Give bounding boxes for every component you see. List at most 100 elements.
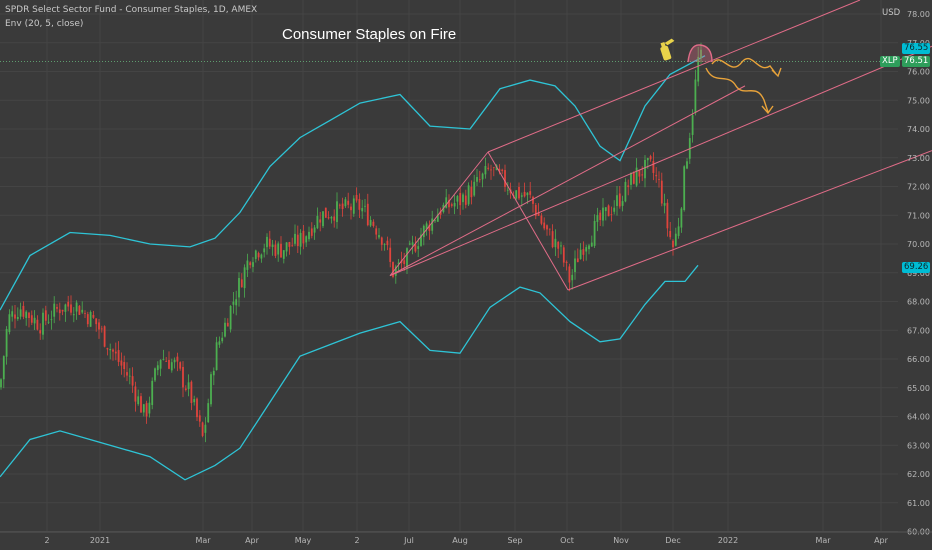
candle-body: [478, 179, 481, 181]
candle-body: [641, 174, 644, 176]
time-tick-label: 2022: [718, 536, 738, 545]
candle-body: [467, 185, 470, 205]
candle-body: [551, 231, 554, 248]
time-tick-label: Mar: [195, 536, 211, 545]
indicator-legend[interactable]: Env (20, 5, close): [5, 19, 84, 29]
fire-extinguisher-icon: [660, 38, 675, 61]
chart-grid: [0, 61, 898, 62]
candle-body: [64, 304, 67, 312]
candle-body: [582, 249, 585, 255]
candle-body: [492, 167, 495, 169]
candle-body: [674, 233, 677, 246]
candle-body: [235, 299, 238, 306]
candle-body: [635, 167, 638, 186]
candle-body: [154, 368, 156, 381]
candle-body: [658, 179, 660, 180]
time-tick-label: Nov: [613, 536, 629, 545]
price-tick-label: 70.00: [907, 240, 930, 249]
candle-body: [322, 211, 324, 227]
candle-body: [655, 174, 658, 177]
candle-body: [700, 49, 702, 59]
candle-body: [487, 167, 490, 169]
candle-body: [436, 214, 439, 222]
candle-body: [92, 314, 95, 318]
candle-body: [260, 254, 263, 259]
candle-body: [28, 312, 30, 318]
candle-body: [532, 196, 534, 204]
candle-body: [490, 169, 492, 171]
candle-body: [585, 247, 588, 252]
price-tick-label: 72.00: [907, 183, 930, 192]
candle-body: [504, 170, 506, 187]
candle-body: [560, 245, 562, 247]
channel-base-line: [567, 150, 932, 291]
candle-body: [268, 238, 271, 247]
candle-body: [540, 215, 543, 224]
candle-body: [5, 329, 8, 357]
candle-body: [305, 236, 308, 243]
lower-envelope-line: [0, 264, 699, 481]
channel-lower-line: [389, 45, 932, 277]
channel-mid-line: [389, 85, 746, 277]
candle-body: [142, 404, 145, 413]
candle-body: [663, 203, 666, 206]
candle-body: [652, 161, 655, 173]
pivot-start-line: [389, 151, 489, 276]
time-tick-label: 2: [44, 536, 49, 545]
candle-body: [481, 173, 484, 180]
candle-body: [526, 192, 529, 196]
candle-body: [221, 337, 224, 342]
candle-body: [470, 186, 473, 198]
price-tick-label: 78.00: [907, 10, 930, 19]
candle-body: [414, 244, 417, 252]
candle-body: [604, 207, 607, 212]
upper-envelope-line: [0, 55, 706, 311]
candle-body: [81, 309, 84, 313]
candle-body: [25, 311, 28, 319]
candle-body: [240, 279, 243, 288]
candle-body: [324, 207, 327, 218]
candle-body: [646, 157, 649, 161]
chart-annotation-title[interactable]: Consumer Staples on Fire: [282, 26, 457, 43]
candle-body: [123, 362, 126, 370]
channel-upper-line: [487, 0, 861, 153]
candle-body: [660, 180, 663, 204]
candle-body: [36, 319, 39, 330]
time-tick-label: Aug: [452, 536, 468, 545]
candle-body: [484, 165, 487, 175]
candle-body: [515, 190, 518, 199]
candle-body: [350, 206, 352, 211]
candle-body: [226, 322, 229, 327]
candle-body: [257, 253, 260, 258]
candle-body: [285, 242, 288, 252]
time-tick-label: May: [295, 536, 312, 545]
candle-body: [193, 399, 196, 403]
candle-body: [333, 216, 336, 221]
candle-body: [518, 186, 520, 199]
candle-body: [669, 230, 672, 238]
candle-body: [630, 172, 632, 185]
candle-body: [294, 233, 296, 244]
candle-body: [254, 250, 257, 259]
extinguisher-nozzle: [664, 38, 675, 46]
time-tick-label: Oct: [560, 536, 574, 545]
candle-body: [590, 242, 593, 247]
candle-body: [232, 301, 235, 305]
candle-body: [358, 199, 361, 210]
candle-body: [112, 349, 114, 352]
candle-body: [47, 321, 50, 323]
candle-body: [613, 207, 616, 212]
candle-body: [126, 372, 128, 376]
candle-body: [134, 386, 137, 402]
candle-body: [72, 314, 75, 316]
candlestick-series: [0, 42, 702, 443]
time-tick-label: Sep: [507, 536, 522, 545]
time-tick-label: 2: [354, 536, 359, 545]
candle-body: [459, 192, 462, 206]
candle-body: [168, 359, 170, 369]
time-tick-label: 2021: [90, 536, 110, 545]
candle-body: [397, 262, 400, 264]
candle-body: [89, 311, 92, 327]
candle-body: [201, 422, 204, 436]
